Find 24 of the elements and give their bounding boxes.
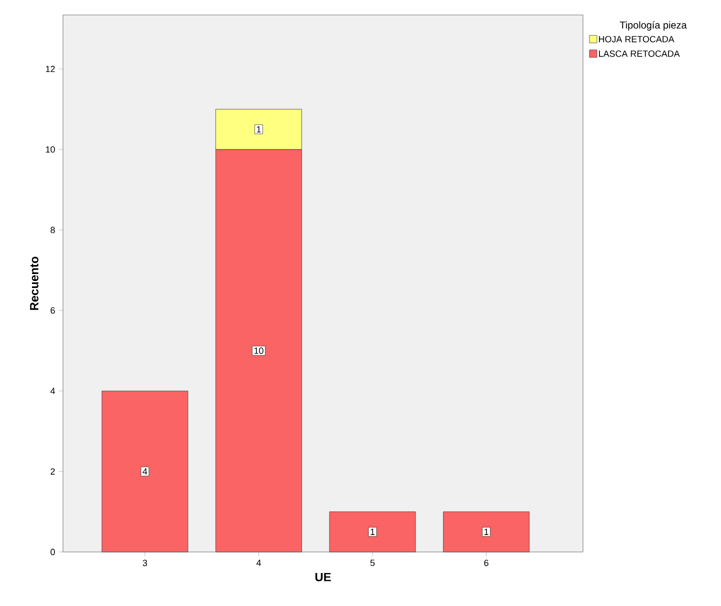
x-tick-label: 3	[142, 560, 148, 566]
x-tick-label: 4	[256, 560, 261, 566]
legend-title: Tipología pieza	[620, 21, 687, 31]
bar	[443, 512, 530, 552]
y-tick-label: 0	[50, 548, 55, 556]
x-tick-label: 5	[370, 560, 375, 566]
y-axis-title: Recuento	[30, 256, 38, 310]
bar	[102, 390, 188, 552]
data-label: 1	[370, 528, 375, 535]
x-tick-label: 6	[484, 560, 488, 566]
bar	[329, 512, 416, 552]
y-tick-label: 8	[50, 226, 55, 234]
data-label: 10	[254, 348, 264, 354]
legend-label: HOJA RETOCADA	[599, 36, 674, 42]
x-axis-title: UE	[315, 572, 331, 582]
data-label: 1	[484, 528, 488, 535]
y-tick-label: 2	[50, 468, 55, 475]
data-label: 1	[256, 126, 261, 132]
y-tick-label: 4	[50, 388, 55, 394]
y-tick-label: 10	[46, 146, 55, 153]
legend-label: LASCA RETOCADA	[599, 50, 680, 57]
y-tick-label: 12	[46, 66, 55, 72]
data-label: 4	[142, 468, 148, 475]
y-tick-label: 6	[50, 307, 55, 314]
